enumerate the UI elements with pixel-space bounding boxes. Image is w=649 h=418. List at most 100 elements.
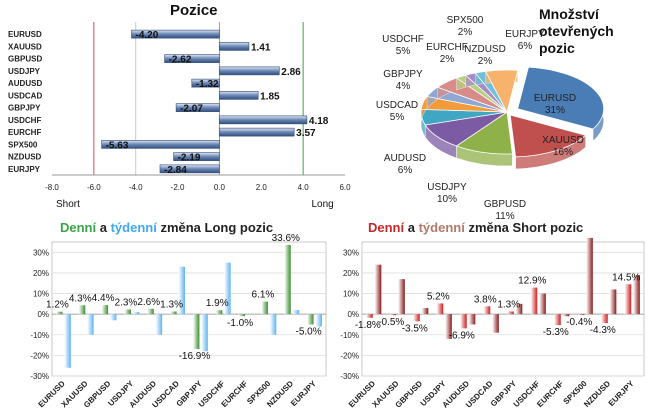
category-label: GBPJPY xyxy=(8,104,41,113)
category-label: USDJPY xyxy=(8,67,41,76)
pie-slice-name: USDCHF xyxy=(382,34,424,45)
category-label: AUDUSD xyxy=(8,79,42,88)
y-tick-label: 0% xyxy=(347,310,359,319)
short-label: Short xyxy=(56,199,80,210)
short-change-svg: -30%-20%-10%0%10%20%30%-1.8%EURUSD-0.5%X… xyxy=(340,237,645,410)
daily-change-label: 1.3% xyxy=(497,299,520,310)
daily-change-label: -4.3% xyxy=(590,325,616,336)
position-bar xyxy=(131,29,220,39)
daily-change-label: -6.9% xyxy=(449,330,475,341)
y-tick-label: -20% xyxy=(30,351,49,360)
daily-change-label: -16.9% xyxy=(179,351,211,362)
daily-change-label: 4.3% xyxy=(69,293,92,304)
daily-change-bar xyxy=(507,311,514,315)
daily-change-bar xyxy=(307,314,314,325)
short-change-chart: Denní a týdenní změna Short pozic -30% -2… xyxy=(328,218,649,418)
weekly-change-bar xyxy=(492,314,499,333)
pie-slice-percent: 16% xyxy=(553,147,573,158)
daily-change-label: 1.9% xyxy=(206,298,229,309)
pie-slice-percent: 2% xyxy=(440,54,455,65)
daily-change-bar xyxy=(238,314,246,317)
category-label: USDCAD xyxy=(8,91,42,100)
daily-change-bar xyxy=(577,314,585,315)
position-value-label: 1.85 xyxy=(260,91,280,102)
daily-change-bar xyxy=(101,305,109,315)
daily-change-bar xyxy=(624,284,632,315)
daily-change-label: -3.5% xyxy=(402,323,428,334)
position-bar xyxy=(219,91,259,100)
daily-change-bar xyxy=(436,303,444,315)
weekly-change-bar xyxy=(201,314,208,352)
weekly-change-bar xyxy=(110,314,117,321)
pie-slice-name: XAUUSD xyxy=(542,135,584,146)
pie-title-line-2: otevřených xyxy=(539,23,614,39)
daily-change-label: 5.2% xyxy=(427,291,450,302)
x-tick-label: 4.0 xyxy=(298,183,310,192)
pie-slice-percent: 5% xyxy=(390,112,405,123)
daily-change-label: -0.5% xyxy=(378,317,404,328)
x-tick-label: 0.0 xyxy=(214,183,226,192)
positions-chart-svg: EURUSD -4.20 XAUUSD 1.41 GBPUSD -2.62 USDJPY 2.… xyxy=(8,22,351,210)
y-tick-label: -30% xyxy=(340,372,359,381)
y-tick-label: 0% xyxy=(37,310,49,319)
pie-slice-name: SPX500 xyxy=(447,15,484,26)
pie-slice-percent: 11% xyxy=(495,211,514,222)
y-tick-label: 20% xyxy=(343,269,359,278)
y-tick-label: -20% xyxy=(340,351,359,360)
pie-slice-percent: 2% xyxy=(458,27,473,38)
weekly-change-bar xyxy=(374,264,382,315)
position-bar xyxy=(219,66,280,76)
weekly-change-bar xyxy=(178,266,185,315)
position-value-label: -2.62 xyxy=(169,55,192,66)
daily-change-bar xyxy=(530,287,538,315)
position-bar xyxy=(191,78,220,88)
long-change-title: Denní a týdenní změna Long pozic xyxy=(60,220,273,235)
weekly-change-bar xyxy=(224,262,231,315)
pie-title: Množství otevřených pozic xyxy=(539,6,614,57)
category-label: GBPUSD xyxy=(8,55,42,64)
pie-slice-name: GBPUSD xyxy=(484,199,526,210)
weekly-change-bar xyxy=(269,314,277,335)
daily-change-label: -5.0% xyxy=(296,326,322,337)
daily-change-label: 6.1% xyxy=(252,290,275,301)
position-value-label: -2.19 xyxy=(178,153,201,164)
weekly-change-bar xyxy=(398,279,405,315)
weekly-change-bar xyxy=(586,237,593,315)
daily-change-label: -1.8% xyxy=(355,320,381,331)
daily-change-bar xyxy=(124,309,131,315)
daily-change-bar xyxy=(460,314,467,329)
daily-change-bar xyxy=(56,311,63,315)
daily-change-bar xyxy=(78,305,86,315)
title-part: a xyxy=(404,220,419,235)
position-value-label: 1.41 xyxy=(251,42,271,53)
daily-change-label: 14.5% xyxy=(612,272,640,283)
daily-change-label: 12.9% xyxy=(518,276,546,287)
long-change-chart: Denní a týdenní změna Long pozic -30% -20… xyxy=(0,218,330,418)
weekly-change-bar xyxy=(515,303,523,315)
pie-slice-name: AUDUSD xyxy=(384,153,426,164)
open-positions-pie: Množství otevřených pozic EURUSD 31% XAUUS… xyxy=(355,0,649,222)
positions-chart: Pozice EURUSD -4.20 XAUUSD 1.41 GBPUSD -2.62 U… xyxy=(0,0,360,210)
pie-slice-name: GBPJPY xyxy=(383,69,423,80)
weekly-change-bar xyxy=(132,312,140,315)
y-tick-label: 10% xyxy=(33,290,49,299)
daily-change-bar xyxy=(284,244,291,315)
position-value-label: -2.07 xyxy=(180,104,203,115)
daily-change-label: -1.0% xyxy=(227,318,253,329)
weekly-change-bar xyxy=(292,310,300,315)
title-part: Denní xyxy=(368,220,405,235)
daily-change-label: 3.8% xyxy=(474,294,497,305)
daily-change-label: -0.4% xyxy=(566,317,592,328)
position-bar xyxy=(159,164,220,174)
x-tick-label: -6.0 xyxy=(87,183,101,192)
daily-change-bar xyxy=(413,314,420,322)
category-label: USDCHF xyxy=(8,116,41,125)
category-label: XAUUSD xyxy=(8,42,42,51)
y-tick-label: -10% xyxy=(340,331,359,340)
weekly-change-bar xyxy=(633,274,640,315)
pie-slice-name: USDCAD xyxy=(376,100,418,111)
position-value-label: 3.57 xyxy=(296,128,316,139)
pie-slice xyxy=(517,66,605,130)
daily-change-bar xyxy=(215,310,223,315)
weekly-change-bar xyxy=(64,314,71,368)
